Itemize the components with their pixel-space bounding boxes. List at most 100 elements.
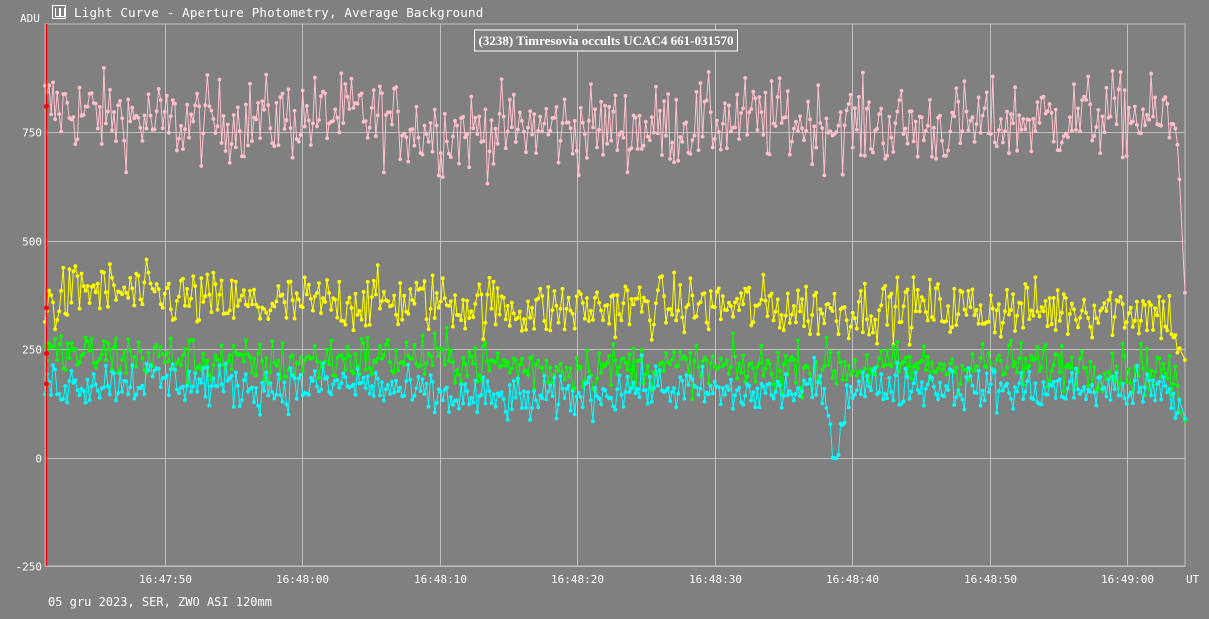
data-point	[522, 389, 526, 394]
data-point	[315, 359, 319, 364]
data-point	[731, 406, 735, 411]
data-point	[992, 140, 997, 145]
data-point	[248, 355, 252, 359]
data-point	[542, 121, 547, 126]
data-point	[116, 391, 120, 396]
data-point	[520, 119, 524, 123]
data-point	[442, 296, 447, 300]
data-point	[952, 403, 957, 407]
data-point	[1080, 98, 1084, 102]
data-point	[554, 303, 559, 308]
data-point	[1149, 393, 1153, 398]
data-point	[585, 348, 589, 353]
data-point	[796, 288, 800, 293]
data-point	[341, 319, 346, 323]
y-axis-label: ADU	[20, 12, 40, 25]
data-point	[828, 422, 833, 426]
data-point	[1161, 97, 1166, 102]
data-point	[534, 151, 538, 156]
data-point	[102, 339, 106, 343]
light-curve-app-icon[interactable]	[52, 5, 66, 19]
data-point	[396, 368, 400, 373]
data-point	[91, 372, 96, 376]
data-point	[960, 290, 965, 294]
data-point	[1015, 148, 1019, 153]
data-point	[268, 381, 273, 385]
data-point	[560, 370, 565, 375]
data-point	[120, 116, 124, 121]
data-point	[1124, 320, 1129, 325]
data-point	[1114, 122, 1119, 127]
data-point	[850, 310, 855, 315]
data-point	[1051, 363, 1056, 367]
data-point	[562, 97, 567, 102]
data-point	[284, 402, 289, 407]
data-point	[883, 284, 888, 288]
data-point	[948, 330, 953, 334]
data-point	[447, 151, 451, 156]
data-point	[729, 377, 733, 382]
data-point	[166, 281, 171, 286]
data-point	[164, 373, 169, 378]
data-point	[714, 290, 719, 294]
data-point	[578, 292, 583, 296]
data-point	[361, 341, 366, 346]
data-point	[863, 366, 867, 371]
data-point	[727, 103, 731, 108]
data-point	[246, 352, 250, 356]
data-point	[692, 133, 697, 138]
data-point	[146, 92, 151, 97]
data-point	[432, 107, 437, 112]
data-point	[509, 300, 514, 305]
data-point	[889, 364, 894, 369]
data-point	[438, 299, 443, 304]
data-point	[1108, 114, 1113, 119]
x-tick-label: 16:48:30	[689, 573, 742, 586]
data-point	[1102, 385, 1107, 390]
data-point	[696, 148, 701, 153]
data-point	[329, 338, 334, 343]
data-point	[556, 402, 561, 407]
data-point	[1035, 345, 1040, 350]
time-cursor[interactable]	[44, 24, 49, 566]
data-point	[552, 289, 557, 293]
data-point	[834, 381, 839, 386]
data-point	[990, 74, 995, 79]
data-point	[1102, 130, 1107, 135]
data-point	[162, 109, 167, 114]
data-point	[459, 318, 463, 323]
data-point	[1171, 382, 1176, 387]
data-point	[250, 385, 254, 390]
data-point	[631, 380, 636, 385]
data-point	[1145, 328, 1149, 333]
data-point	[469, 309, 474, 314]
data-point	[936, 397, 940, 401]
data-point	[1145, 372, 1149, 377]
data-point	[335, 115, 340, 120]
data-point	[148, 363, 153, 368]
data-point	[436, 173, 441, 178]
data-point	[1128, 381, 1133, 386]
data-point	[1047, 102, 1052, 106]
data-point	[690, 377, 695, 382]
data-point	[901, 399, 906, 404]
data-point	[367, 125, 372, 130]
data-point	[915, 366, 920, 371]
data-point	[970, 383, 975, 388]
data-point	[118, 371, 122, 376]
data-point	[1070, 370, 1074, 375]
data-point	[649, 115, 654, 120]
data-point	[199, 276, 204, 281]
data-point	[309, 376, 313, 380]
data-point	[207, 292, 212, 297]
data-point	[950, 325, 955, 329]
data-point	[1045, 392, 1050, 397]
data-point	[1175, 142, 1180, 147]
data-point	[262, 307, 267, 311]
data-point	[341, 356, 346, 361]
data-point	[311, 379, 315, 383]
data-point	[373, 360, 378, 365]
data-point	[361, 289, 366, 294]
data-point	[451, 134, 455, 139]
